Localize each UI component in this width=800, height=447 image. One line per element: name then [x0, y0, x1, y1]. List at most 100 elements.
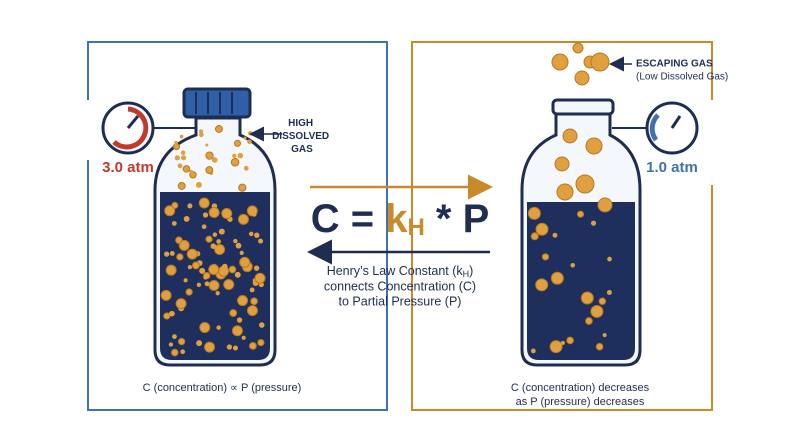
bubble	[572, 42, 584, 54]
callout-line: DISSOLVED	[272, 131, 329, 142]
bubble	[237, 213, 249, 225]
bubble	[566, 336, 574, 345]
bubble	[174, 140, 178, 145]
bubble	[549, 340, 563, 354]
bubble	[590, 220, 597, 226]
bubble	[185, 288, 193, 296]
equation-part: H	[407, 214, 424, 241]
bubble	[231, 325, 243, 337]
bubble	[237, 152, 244, 159]
bubble	[541, 253, 550, 261]
bubble	[595, 342, 604, 351]
equation-part: C =	[311, 197, 374, 241]
bubble	[251, 212, 257, 217]
bubble	[239, 256, 251, 268]
bubble	[211, 157, 218, 163]
bubble	[202, 212, 209, 218]
bubble	[574, 70, 590, 86]
bubble	[248, 231, 254, 237]
bubble	[590, 52, 610, 72]
right-gauge	[612, 101, 699, 155]
bubble	[180, 150, 186, 156]
bubble	[169, 251, 175, 256]
bubble	[174, 155, 180, 161]
bubble	[205, 143, 209, 147]
bubble	[585, 137, 603, 155]
bubble	[163, 312, 171, 320]
bubble	[257, 338, 265, 347]
text-part: Henry’s Law Constant (k	[327, 264, 464, 278]
bubble	[249, 287, 255, 293]
bubble	[208, 207, 220, 219]
bubble	[164, 205, 176, 217]
text-part: )	[469, 264, 473, 278]
bubble	[172, 334, 177, 339]
bubble	[597, 197, 613, 213]
bubble	[179, 134, 184, 139]
bubble	[214, 244, 226, 256]
bubble	[165, 264, 177, 276]
bubble	[575, 174, 595, 194]
bubble	[214, 125, 223, 133]
equation-part: * P	[436, 197, 489, 241]
bubble	[238, 183, 247, 192]
bubble	[527, 206, 541, 220]
bubble	[183, 278, 188, 283]
bubble	[590, 304, 604, 318]
bubble	[195, 181, 202, 188]
bubble	[199, 132, 204, 138]
bubble	[552, 232, 558, 238]
bubble	[183, 216, 190, 222]
bubble	[221, 208, 233, 220]
bubble	[570, 262, 576, 268]
bubble	[198, 197, 210, 209]
bubble	[177, 163, 183, 169]
callout: (Low Dissolved Gas)	[636, 72, 728, 83]
bubble	[550, 271, 564, 285]
bubble	[205, 235, 213, 243]
bubble	[176, 253, 184, 261]
bubble	[254, 272, 266, 284]
bubble	[182, 165, 191, 173]
bubble	[216, 325, 221, 330]
bubble	[168, 342, 174, 347]
bubble	[585, 317, 593, 325]
bubble	[258, 322, 265, 328]
bubble	[232, 345, 238, 351]
pressure-label: 3.0 atm	[102, 159, 154, 176]
bubble	[215, 291, 220, 296]
bubble	[187, 265, 193, 270]
bubble	[216, 239, 221, 244]
bubble	[562, 128, 578, 144]
caption: C (concentration) decreases	[511, 382, 650, 394]
bubble	[169, 310, 175, 317]
bubble	[258, 238, 264, 244]
bubble	[201, 224, 207, 230]
bubble	[223, 279, 235, 291]
bubble	[204, 341, 216, 353]
bubble	[191, 261, 200, 270]
bubble	[208, 279, 220, 291]
bubble	[237, 295, 249, 307]
bubbles	[527, 42, 613, 354]
bubble	[598, 297, 607, 306]
bubble	[198, 129, 204, 134]
bubble	[178, 239, 190, 251]
right-bottle	[520, 42, 642, 367]
bubble	[530, 232, 539, 241]
bubble	[530, 348, 536, 354]
left-gauge	[101, 101, 196, 155]
bubble	[254, 232, 260, 238]
bubble	[177, 181, 186, 190]
bubble	[535, 222, 549, 236]
bubble	[576, 210, 585, 218]
bubble	[186, 248, 198, 260]
bubble	[181, 155, 187, 161]
caption: C (concentration) ∝ P (pressure)	[143, 382, 302, 394]
bubble	[203, 275, 208, 280]
bubble	[233, 238, 238, 244]
bubble	[201, 324, 208, 330]
left-bottle	[153, 87, 277, 367]
bubble	[606, 289, 612, 296]
